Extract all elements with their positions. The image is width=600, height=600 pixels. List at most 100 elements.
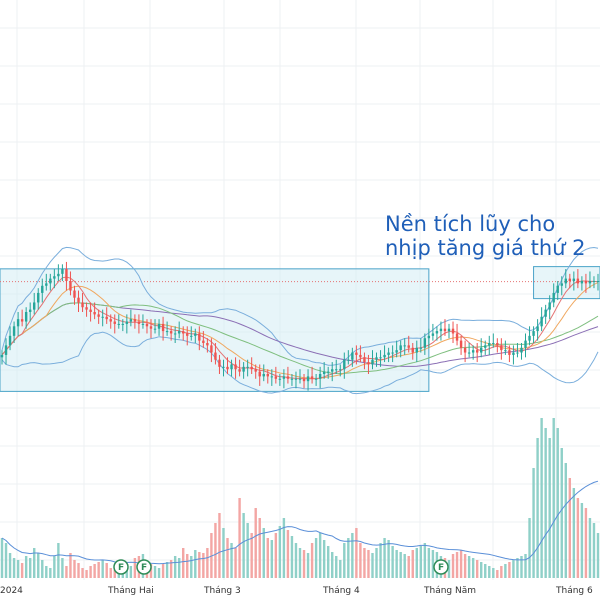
- candle-body: [4, 345, 8, 355]
- candle-body: [57, 273, 60, 277]
- volume-bar: [399, 552, 402, 578]
- volume-bar: [97, 562, 100, 578]
- volume-bar: [347, 538, 350, 578]
- candle: [387, 347, 390, 363]
- candle: [419, 338, 423, 353]
- candle-body: [77, 297, 80, 303]
- candle-body: [28, 309, 32, 312]
- candle-body: [20, 319, 24, 322]
- candle-body: [359, 354, 362, 358]
- volume-bar: [165, 562, 169, 578]
- candle: [230, 359, 233, 377]
- candle: [129, 309, 133, 327]
- volume-bar: [524, 554, 527, 578]
- candle: [540, 307, 543, 332]
- candle: [57, 264, 60, 281]
- candle-body: [24, 312, 28, 322]
- volume-bar: [210, 533, 213, 578]
- candle-body: [290, 378, 294, 380]
- earnings-flag-label: F: [118, 563, 124, 573]
- volume-bar: [480, 562, 483, 578]
- x-tick-label: Tháng 3: [203, 586, 241, 596]
- x-tick-label: Tháng 6: [555, 586, 593, 596]
- volume-bar: [226, 538, 229, 578]
- candle-body: [145, 323, 149, 327]
- volume-bar: [451, 554, 455, 578]
- volume-bar: [467, 556, 471, 578]
- volume-bar: [492, 568, 495, 578]
- candle-body: [455, 333, 459, 341]
- candle-body: [596, 281, 600, 282]
- candle-body: [173, 333, 177, 335]
- candle-body: [399, 345, 402, 351]
- volume-bar: [335, 556, 338, 578]
- volume-bar: [230, 543, 233, 578]
- candle: [447, 323, 451, 339]
- volume-bar: [447, 560, 451, 578]
- volume-bar: [105, 563, 108, 578]
- volume-bar: [544, 428, 547, 578]
- candle: [379, 350, 382, 367]
- candle-body: [451, 328, 455, 334]
- candle-body: [165, 331, 169, 333]
- candle-body: [282, 376, 286, 379]
- earnings-flag-icon: [136, 559, 152, 575]
- candle: [286, 366, 290, 384]
- volume-bar: [407, 556, 410, 578]
- volume-bar: [57, 543, 60, 578]
- volume-bar: [270, 540, 274, 578]
- candle-body: [447, 328, 451, 332]
- volume-bar: [282, 518, 286, 578]
- candle-body: [302, 378, 306, 382]
- volume-bar: [294, 543, 298, 578]
- candle-body: [351, 352, 354, 360]
- candle-body: [439, 328, 443, 332]
- candle: [439, 321, 443, 341]
- volume-bar: [33, 548, 36, 578]
- bollinger-bands: [1, 246, 599, 395]
- x-tick-label: 2024: [0, 586, 23, 596]
- candle: [49, 273, 52, 291]
- volume-bar: [202, 553, 205, 578]
- candle: [480, 338, 483, 358]
- candle-body: [274, 376, 278, 379]
- candle-body: [85, 307, 88, 310]
- ma-long-line: [1, 302, 599, 375]
- candle: [508, 345, 511, 363]
- candle-body: [186, 333, 189, 336]
- candle-body: [423, 338, 427, 348]
- candle-body: [73, 290, 76, 298]
- candle: [552, 283, 555, 308]
- candle: [81, 292, 84, 312]
- volume-bar: [218, 513, 221, 578]
- candle-body: [238, 369, 241, 372]
- candle: [290, 374, 294, 386]
- candle-body: [331, 369, 334, 372]
- candle: [12, 321, 16, 343]
- candle-body: [463, 347, 467, 353]
- candle-body: [411, 347, 414, 353]
- candle-body: [250, 366, 253, 370]
- candle-body: [218, 359, 221, 367]
- candle-body: [129, 319, 133, 322]
- candle: [274, 366, 278, 384]
- volume-bar: [427, 548, 431, 578]
- volume-bar: [298, 548, 302, 578]
- candle-body: [137, 321, 141, 324]
- volume-bar: [318, 533, 322, 578]
- volume-bar: [331, 552, 334, 578]
- candle: [85, 302, 88, 317]
- candle: [4, 338, 8, 365]
- candle-body: [560, 283, 563, 286]
- candle: [8, 326, 12, 351]
- candle: [250, 357, 253, 374]
- volume-bar: [157, 568, 161, 578]
- bollinger-upper: [1, 246, 599, 366]
- volume-bar: [278, 526, 282, 578]
- volume-bar: [596, 533, 600, 578]
- candle: [343, 352, 346, 379]
- candle: [548, 295, 551, 320]
- candle: [339, 364, 342, 377]
- candle-body: [278, 378, 282, 380]
